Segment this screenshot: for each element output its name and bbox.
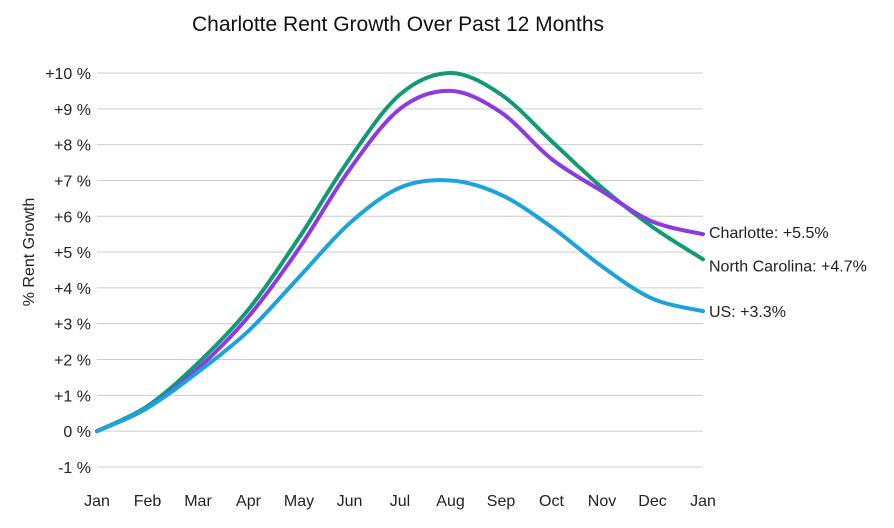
y-tick-label: 0 % xyxy=(63,424,91,441)
y-tick-label: +2 % xyxy=(54,353,91,370)
series-end-labels: North Carolina: +4.7% Charlotte: +5.5% US:… xyxy=(709,225,867,321)
x-tick-label: May xyxy=(284,493,314,510)
x-tick-label: Nov xyxy=(588,493,616,510)
x-tick-label: Mar xyxy=(184,493,212,510)
x-tick-label: Dec xyxy=(638,493,666,510)
series-line-north-carolina xyxy=(95,71,705,434)
series-line-us xyxy=(95,178,705,434)
series-lines xyxy=(95,71,705,434)
y-tick-label: +1 % xyxy=(54,388,91,405)
series-label-charlotte: Charlotte: +5.5% xyxy=(709,225,829,242)
y-tick-label: +9 % xyxy=(54,102,91,119)
series-label-us: US: +3.3% xyxy=(709,304,786,321)
x-tick-label: Jun xyxy=(337,493,363,510)
x-tick-label: Sep xyxy=(487,493,516,510)
x-tick-label: Apr xyxy=(236,493,262,510)
y-tick-label: +10 % xyxy=(45,66,91,83)
x-tick-label: Aug xyxy=(436,493,464,510)
x-tick-label: Oct xyxy=(539,493,564,510)
x-tick-label: Feb xyxy=(134,493,162,510)
y-tick-label: +3 % xyxy=(54,317,91,334)
gridlines xyxy=(97,72,703,468)
y-tick-label: -1 % xyxy=(58,460,91,477)
series-line-charlotte xyxy=(95,88,705,434)
x-axis-ticks: Jan Feb Mar Apr May Jun Jul Aug Sep Oct Nov Dec Jan xyxy=(84,493,716,510)
y-tick-label: +7 % xyxy=(54,173,91,190)
x-tick-label: Jan xyxy=(690,493,716,510)
y-tick-label: +6 % xyxy=(54,209,91,226)
y-tick-label: +8 % xyxy=(54,138,91,155)
chart-title: Charlotte Rent Growth Over Past 12 Month… xyxy=(192,13,604,36)
x-tick-label: Jan xyxy=(84,493,110,510)
y-tick-label: +4 % xyxy=(54,281,91,298)
series-label-north-carolina: North Carolina: +4.7% xyxy=(709,258,867,275)
y-axis-ticks: -1 % 0 % +1 % +2 % +3 % +4 % +5 % +6 % +7 % +8 % +… xyxy=(45,66,91,477)
y-tick-label: +5 % xyxy=(54,245,91,262)
y-axis-label: % Rent Growth xyxy=(21,198,38,306)
x-tick-label: Jul xyxy=(390,493,410,510)
